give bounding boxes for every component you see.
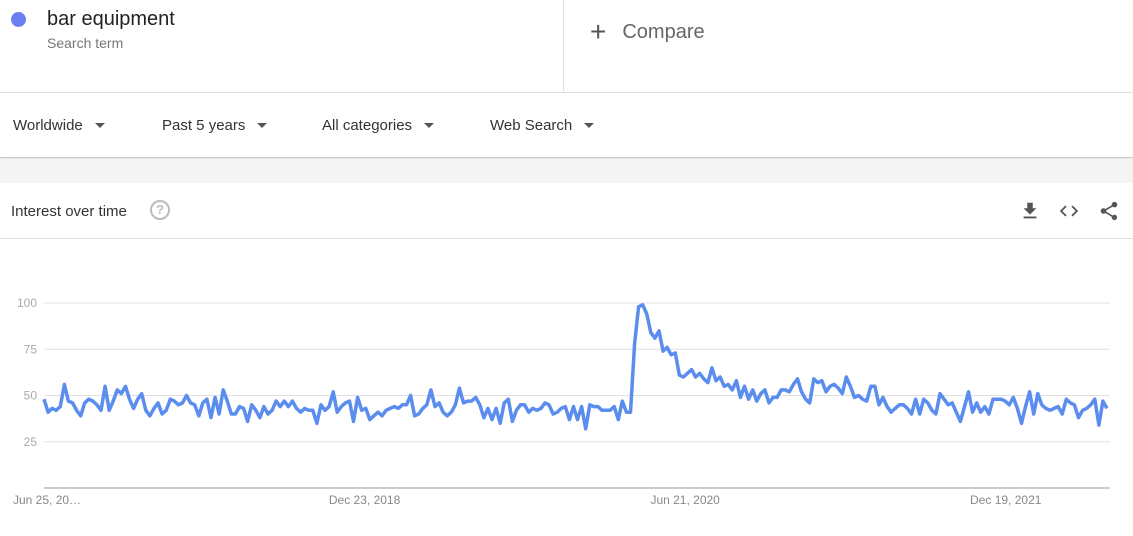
card-title: Interest over time [11,203,127,220]
caret-down-icon [257,123,268,128]
search-term-card[interactable]: bar equipment Search term [0,0,564,93]
caret-down-icon [94,123,105,128]
compare-label: Compare [622,20,705,43]
search-term-name[interactable]: bar equipment [47,8,175,30]
search-type-label: Web Search [490,117,573,134]
separator-band [0,159,1133,183]
y-tick-label: 100 [17,296,37,310]
y-tick-label: 75 [24,342,38,356]
series-color-dot [11,12,26,27]
search-header: bar equipment Search term + Compare [0,0,1133,93]
category-label: All categories [322,117,413,134]
caret-down-icon [584,123,595,128]
region-dropdown[interactable]: Worldwide [13,117,105,134]
filter-bar: Worldwide Past 5 years All categories We… [0,93,1133,158]
y-tick-label: 25 [24,435,38,449]
x-tick-label: Dec 23, 2018 [329,493,401,507]
plus-icon: + [590,16,607,47]
region-label: Worldwide [13,117,83,134]
interest-over-time-card: Interest over time ? 25 50 75 100 Jun 25, 20… [0,183,1133,536]
search-type-dropdown[interactable]: Web Search [490,117,595,134]
compare-button[interactable]: + Compare [590,18,705,46]
download-icon[interactable] [1019,200,1041,222]
interest-line-chart: 25 50 75 100 Jun 25, 20… Dec 23, 2018 Jun 21, … [13,296,1110,507]
category-dropdown[interactable]: All categories [322,117,435,134]
embed-icon[interactable] [1058,200,1080,222]
series-line-bar-equipment [42,303,1109,431]
help-icon[interactable]: ? [150,200,170,220]
x-tick-label: Jun 25, 20… [13,493,81,507]
time-range-dropdown[interactable]: Past 5 years [162,117,268,134]
x-tick-label: Dec 19, 2021 [970,493,1042,507]
card-header: Interest over time ? [0,183,1133,239]
y-tick-label: 50 [24,389,38,403]
caret-down-icon [424,123,435,128]
share-icon[interactable] [1098,200,1120,222]
search-term-sublabel: Search term [47,35,124,51]
time-range-label: Past 5 years [162,117,246,134]
x-tick-label: Jun 21, 2020 [650,493,720,507]
